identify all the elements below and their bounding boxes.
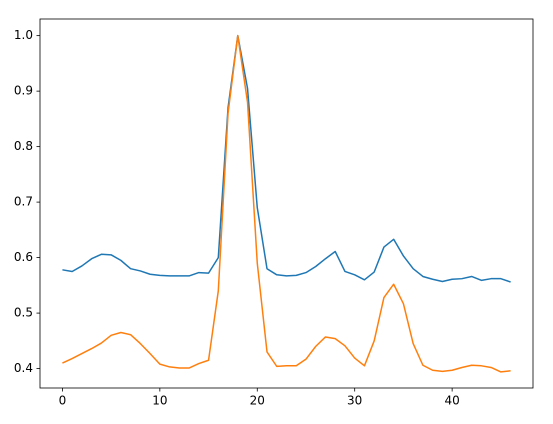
y-tick-label: 0.7: [14, 195, 33, 209]
x-tick-label: 40: [444, 394, 459, 408]
y-tick-label: 0.8: [14, 139, 33, 153]
x-tick-label: 20: [250, 394, 265, 408]
line-series: [62, 34, 511, 283]
plot-frame: [39, 18, 534, 389]
x-tick-label: 10: [152, 394, 167, 408]
line-series: [62, 34, 511, 373]
y-tick-label: 0.5: [14, 306, 33, 320]
x-tick-label: 0: [59, 394, 67, 408]
y-tick-label: 0.9: [14, 84, 33, 98]
y-tick-label: 0.4: [14, 361, 33, 375]
x-tick-label: 30: [347, 394, 362, 408]
y-tick-label: 0.6: [14, 250, 33, 264]
y-tick-label: 1.0: [14, 28, 33, 42]
